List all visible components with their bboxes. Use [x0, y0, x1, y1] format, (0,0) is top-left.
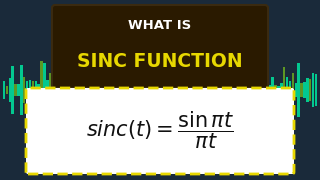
Bar — [257, 70, 260, 110]
Bar — [12, 66, 14, 114]
Bar — [268, 85, 271, 95]
FancyBboxPatch shape — [52, 5, 268, 88]
Bar — [260, 85, 262, 95]
Bar — [40, 61, 43, 119]
Bar — [240, 83, 242, 97]
Bar — [72, 80, 75, 100]
Bar — [29, 80, 31, 100]
Bar — [43, 63, 46, 117]
Bar — [35, 81, 37, 99]
Bar — [283, 67, 285, 113]
Bar — [46, 80, 49, 100]
Bar — [294, 83, 297, 97]
Bar — [274, 85, 277, 95]
Bar — [14, 84, 17, 96]
Bar — [20, 65, 23, 115]
Bar — [300, 83, 303, 97]
Bar — [254, 76, 257, 104]
Bar — [243, 79, 245, 101]
Bar — [55, 75, 57, 105]
Bar — [3, 80, 5, 100]
Bar — [237, 79, 239, 101]
Bar — [303, 82, 306, 98]
Bar — [26, 81, 28, 99]
Bar — [63, 84, 66, 96]
Text: SINC FUNCTION: SINC FUNCTION — [77, 51, 243, 71]
Bar — [271, 77, 274, 103]
Bar — [58, 68, 60, 112]
Bar — [306, 78, 308, 102]
Bar — [277, 86, 280, 94]
Bar — [75, 86, 77, 94]
Bar — [315, 75, 317, 105]
Bar — [66, 87, 69, 93]
Text: $sinc(t) = \dfrac{\sin \pi t}{\pi t}$: $sinc(t) = \dfrac{\sin \pi t}{\pi t}$ — [86, 109, 234, 151]
Bar — [17, 84, 20, 96]
Bar — [6, 86, 8, 94]
Bar — [251, 73, 254, 107]
Bar — [32, 81, 34, 99]
Bar — [280, 83, 283, 97]
Bar — [292, 73, 294, 107]
Bar — [312, 73, 314, 107]
Bar — [23, 77, 26, 103]
Bar — [69, 68, 72, 112]
Bar — [309, 79, 311, 101]
Bar — [60, 67, 63, 113]
Bar — [52, 83, 54, 97]
Bar — [81, 82, 83, 98]
Bar — [245, 62, 248, 118]
Bar — [49, 73, 52, 107]
Bar — [37, 84, 40, 96]
Bar — [9, 78, 11, 102]
Bar — [263, 60, 265, 120]
Bar — [289, 81, 291, 99]
Bar — [78, 71, 80, 109]
FancyBboxPatch shape — [26, 88, 294, 174]
Bar — [297, 63, 300, 117]
Text: WHAT IS: WHAT IS — [128, 19, 192, 32]
Bar — [286, 77, 288, 103]
Bar — [266, 69, 268, 111]
Bar — [248, 87, 251, 93]
